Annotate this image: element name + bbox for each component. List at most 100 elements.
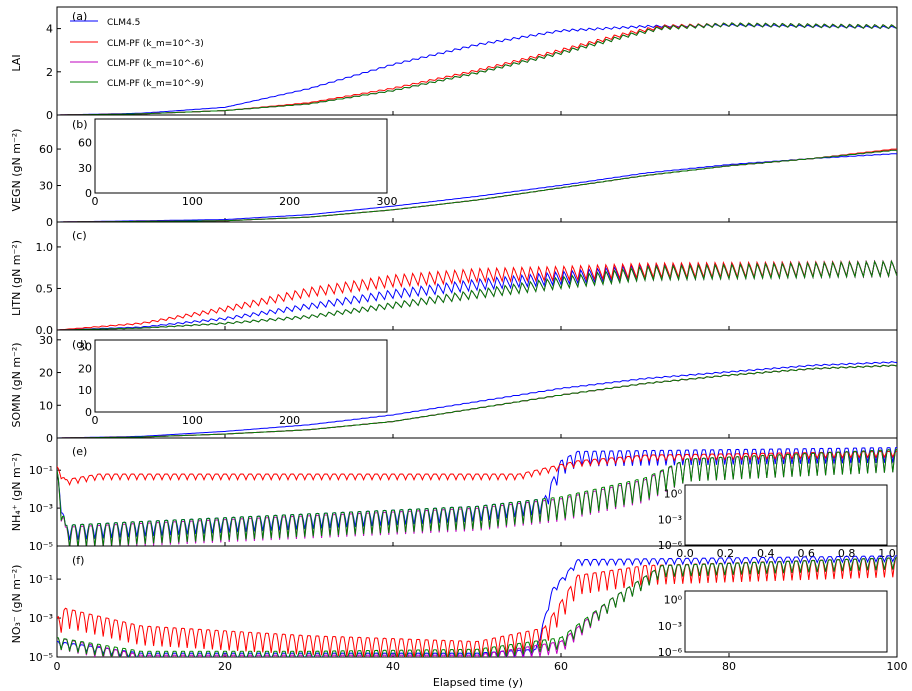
panel-c-ylabel: LITN (gN m⁻²) [10, 240, 23, 316]
panel-b-inset-xtick-label-1: 100 [182, 195, 203, 208]
panel-e-ytick-label-1: 10⁻³ [29, 502, 53, 515]
panel-a-ytick-label-0: 0 [46, 109, 53, 122]
panel-c: (c) LITN (gN m⁻²) [10, 229, 87, 316]
legend-label-1: CLM-PF (k_m=10^-3) [107, 39, 204, 49]
panel-d-ytick-label-3: 30 [39, 334, 53, 347]
panel-b-ytick-label-1: 30 [39, 180, 53, 193]
panel-a-series-0 [57, 23, 897, 115]
panel-a-axes: 0 2 4 [46, 6, 898, 122]
panel-f-ytick-label-1: 10⁻³ [29, 612, 53, 625]
panel-d-ytick-label-1: 10 [39, 399, 53, 412]
panel-c-series-3 [57, 259, 897, 330]
panel-a-ytick-label-2: 4 [46, 23, 53, 36]
panel-a-label: (a) [72, 10, 87, 23]
panel-e-inset-frame [684, 484, 888, 546]
panel-e-inset-xtick-label-0: 0.0 [676, 547, 694, 560]
panel-b-ytick-label-2: 60 [39, 143, 53, 156]
x-tick-label-0: 0 [54, 660, 61, 673]
panel-e-ytick-label-0: 10⁻⁵ [29, 540, 53, 553]
panel-c-ytick-label-1: 0.5 [36, 282, 54, 295]
panel-d: (d) SOMN (gN m⁻²) [10, 338, 88, 428]
panel-d-label: (d) [72, 338, 88, 351]
panel-e-axes: 10⁻⁵ 10⁻³ 10⁻¹ [29, 437, 898, 553]
legend-label-0: CLM4.5 [107, 18, 140, 28]
panel-f-series-3 [57, 557, 897, 657]
panel-b-inset-frame [94, 118, 388, 194]
panel-b-ytick-label-0: 0 [46, 216, 53, 229]
panel-d-series-3 [57, 364, 897, 438]
panel-d-inset-ytick-label-2: 20 [78, 362, 92, 375]
panel-e-label: (e) [72, 445, 87, 458]
panel-d-inset-ytick-label-1: 10 [78, 384, 92, 397]
panel-d-axes: 0 10 20 30 [39, 329, 898, 445]
panel-e-inset-xtick-label-3: 0.6 [797, 547, 815, 560]
legend: CLM4.5 CLM-PF (k_m=10^-3) CLM-PF (k_m=10… [107, 18, 204, 89]
panel-b-ylabel: VEGN (gN m⁻²) [10, 129, 23, 212]
panel-f-inset-ytick-label-2: 10⁰ [664, 594, 683, 607]
x-tick-label-2: 40 [386, 660, 400, 673]
panel-e-inset-xtick-label-5: 1.0 [878, 547, 896, 560]
panel-e-ylabel: NH₄⁺ (gN m⁻²) [10, 453, 23, 531]
panel-c-ytick-label-2: 1.0 [36, 241, 54, 254]
panel-f: (f) NO₃⁻ (gN m⁻²) [10, 554, 84, 643]
panel-f-ytick-label-0: 10⁻⁵ [29, 651, 53, 664]
x-tick-label-1: 20 [218, 660, 232, 673]
panel-b: (b) VEGN (gN m⁻²) [10, 118, 88, 211]
panel-d-inset-ytick-label-0: 0 [85, 406, 92, 419]
panel-e-series-3 [57, 448, 897, 546]
panel-b-series-0 [57, 153, 897, 222]
panel-d-inset-xtick-label-2: 200 [279, 414, 300, 427]
panel-f-ylabel: NO₃⁻ (gN m⁻²) [10, 565, 23, 644]
panel-b-inset-ytick-label-0: 0 [85, 187, 92, 200]
panel-b-inset-ytick-label-1: 30 [78, 162, 92, 175]
x-tick-label-3: 60 [554, 660, 568, 673]
x-tick-label-5: 100 [887, 660, 908, 673]
panel-b-inset-xtick-label-3: 300 [377, 195, 398, 208]
panel-c-series-2 [57, 259, 897, 330]
panel-d-inset-ytick-label-3: 30 [78, 341, 92, 354]
panel-c-series-1 [57, 259, 897, 330]
panel-c-series-0 [57, 259, 897, 330]
panel-e-series-1 [57, 450, 897, 486]
panel-a-series-3 [57, 22, 897, 115]
panel-c-label: (c) [72, 229, 87, 242]
panel-f-frame [56, 545, 898, 658]
panel-f-inset-ytick-label-0: 10⁻⁶ [658, 646, 683, 659]
panel-b-label: (b) [72, 118, 88, 131]
legend-swatches [70, 20, 98, 83]
panel-d-inset-frame [94, 339, 388, 413]
panel-b-inset-xtick-label-2: 200 [279, 195, 300, 208]
panel-b-inset-ytick-label-2: 60 [78, 137, 92, 150]
panel-a-ytick-label-1: 2 [46, 66, 53, 79]
panel-d-series-0 [57, 361, 897, 438]
panel-f-inset-frame [684, 590, 888, 653]
panel-a-ylabel: LAI [10, 54, 23, 71]
panel-e: (e) NH₄⁺ (gN m⁻²) [10, 445, 87, 531]
panel-d-ytick-label-2: 20 [39, 367, 53, 380]
panel-f-ytick-label-2: 10⁻¹ [29, 573, 53, 586]
panel-d-inset-xtick-label-1: 100 [182, 414, 203, 427]
panel-f-axes: 10⁻⁵ 10⁻³ 10⁻¹ 0 20 40 60 80 100 [29, 545, 908, 673]
panel-f-series-1 [57, 557, 897, 657]
panel-b-series-3 [57, 149, 897, 222]
panel-c-ytick-label-0: 0.0 [36, 324, 54, 337]
panel-c-axes: 0.0 0.5 1.0 [36, 221, 898, 337]
panel-f-label: (f) [72, 554, 84, 567]
x-tick-label-4: 80 [722, 660, 736, 673]
panel-e-inset-ytick-label-1: 10⁻³ [658, 513, 682, 526]
panel-f-inset-ytick-label-1: 10⁻³ [658, 620, 682, 633]
panel-e-inset-ytick-label-2: 10⁰ [664, 488, 683, 501]
x-axis-label: Elapsed time (y) [433, 676, 523, 689]
panel-a: (a) LAI [10, 10, 87, 72]
legend-label-3: CLM-PF (k_m=10^-9) [107, 79, 204, 89]
legend-label-2: CLM-PF (k_m=10^-6) [107, 59, 204, 69]
panel-b-inset-xtick-label-0: 0 [92, 195, 99, 208]
panel-d-ylabel: SOMN (gN m⁻²) [10, 342, 23, 427]
panel-e-inset-xtick-label-2: 0.4 [757, 547, 775, 560]
panel-d-inset-xtick-label-0: 0 [92, 414, 99, 427]
panel-d-ytick-label-0: 0 [46, 432, 53, 445]
panel-e-ytick-label-2: 10⁻¹ [29, 464, 53, 477]
panel-e-inset-xtick-label-1: 0.2 [717, 547, 735, 560]
